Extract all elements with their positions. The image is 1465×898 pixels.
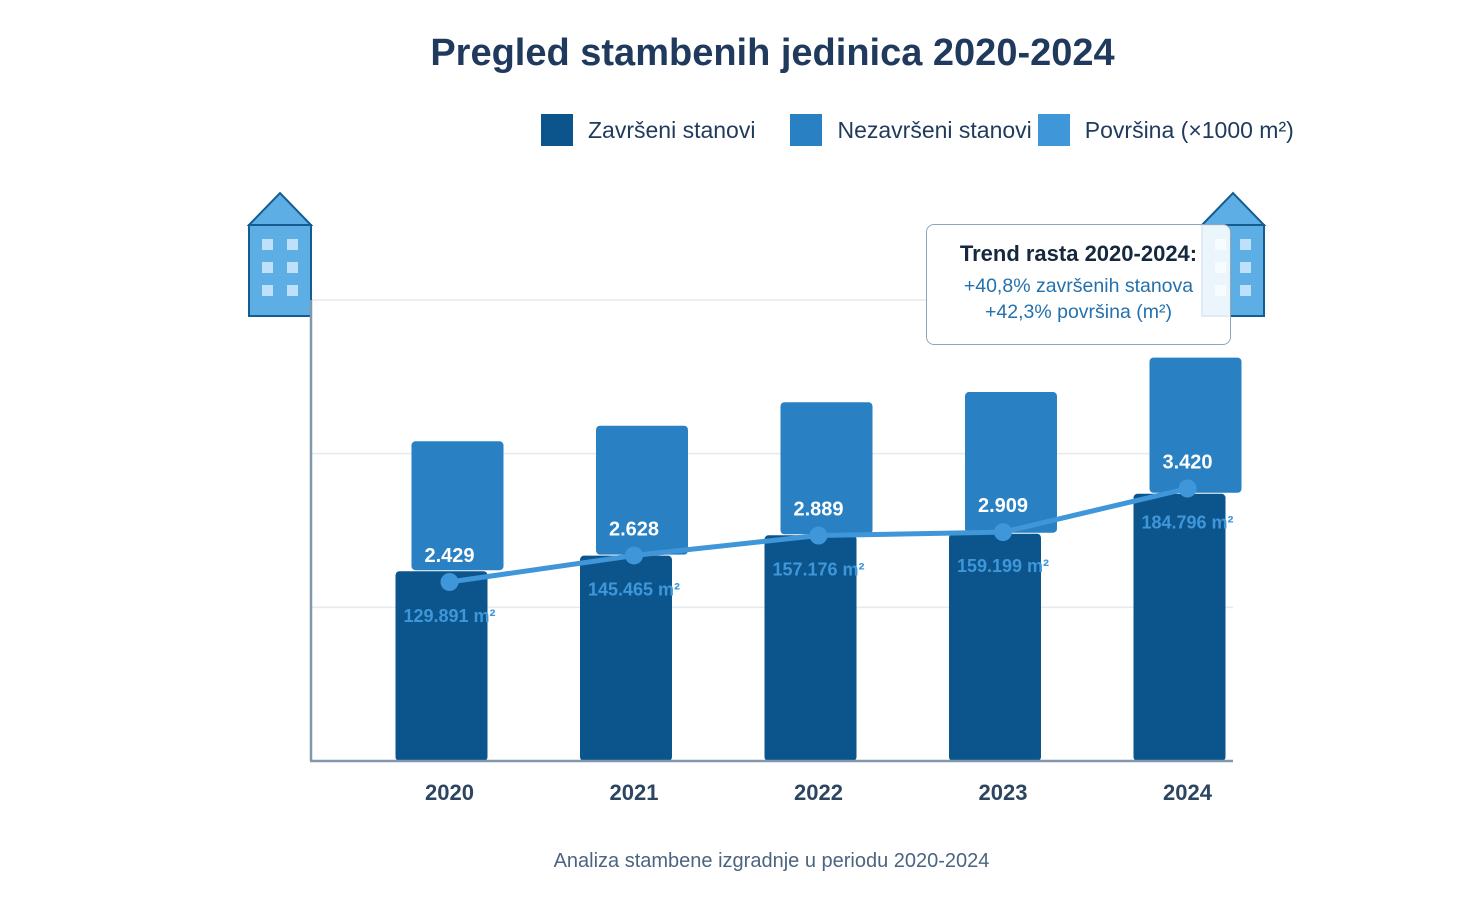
legend-swatch-area (1037, 114, 1070, 146)
area-point-2021 (625, 546, 643, 565)
area-point-2024 (1178, 479, 1197, 498)
bar-incomplete-2024 (1149, 357, 1242, 493)
legend-item-incomplete[interactable]: Nezavršeni stanovi (790, 114, 1037, 146)
trend-box: Trend rasta 2020-2024: +40,8% završenih … (926, 224, 1231, 345)
area-point-2022 (809, 526, 828, 545)
completed-value-label: 2.889 (793, 499, 843, 521)
bar-incomplete-2022 (780, 402, 873, 535)
completed-value-label: 2.909 (978, 495, 1028, 517)
bar-incomplete-2020 (411, 441, 504, 571)
data-labels: 2.429 129.891 m² 2.628 145.465 m² 2.889 157.1… (403, 452, 1233, 627)
area-value-label: 145.465 m² (588, 579, 680, 599)
x-tick-label: 2020 (425, 780, 474, 805)
legend-item-area[interactable]: Površina (×1000 m²) (1037, 114, 1294, 146)
legend-item-completed[interactable]: Završeni stanovi (541, 114, 755, 146)
bars (395, 357, 1242, 761)
area-value-label: 184.796 m² (1141, 513, 1233, 533)
completed-value-label: 2.429 (424, 545, 474, 567)
bar-incomplete-2021 (596, 425, 688, 555)
bar-completed-2022 (764, 535, 857, 761)
trend-title: Trend rasta 2020-2024: (959, 241, 1198, 266)
bar-incomplete-2023 (965, 392, 1057, 533)
trend-completed-growth: +40,8% završenih stanova (963, 275, 1194, 297)
area-value-label: 129.891 m² (403, 606, 495, 626)
x-tick-label: 2021 (610, 780, 659, 805)
area-value-label: 159.199 m² (957, 556, 1049, 576)
completed-value-label: 3.420 (1162, 452, 1212, 474)
bar-completed-2024 (1133, 493, 1226, 761)
x-tick-label: 2023 (979, 780, 1028, 805)
bar-completed-2020 (395, 571, 488, 761)
legend-swatch-completed (541, 114, 573, 146)
area-value-label: 157.176 m² (772, 560, 864, 580)
chart-caption: Analiza stambene izgradnje u periodu 202… (553, 850, 990, 872)
legend-label-area: Površina (×1000 m²) (1084, 116, 1294, 143)
x-axis-ticks: 2020 2021 2022 2023 2024 (425, 780, 1213, 805)
x-tick-label: 2022 (794, 780, 843, 805)
legend: Završeni stanovi Nezavršeni stanovi Povr… (541, 114, 1294, 146)
x-tick-label: 2024 (1163, 780, 1213, 805)
chart-title: Pregled stambenih jedinica 2020-2024 (430, 32, 1115, 74)
building-icon (246, 191, 314, 317)
bar-completed-2023 (949, 533, 1041, 761)
completed-value-label: 2.628 (609, 518, 659, 540)
bar-completed-2021 (580, 555, 672, 761)
area-line-series (440, 479, 1197, 591)
area-point-2020 (440, 573, 459, 591)
legend-label-completed: Završeni stanovi (588, 116, 756, 143)
legend-label-incomplete: Nezavršeni stanovi (837, 116, 1032, 143)
legend-swatch-incomplete (790, 114, 823, 146)
trend-area-growth: +42,3% površina (m²) (985, 300, 1172, 323)
area-point-2023 (994, 523, 1012, 542)
